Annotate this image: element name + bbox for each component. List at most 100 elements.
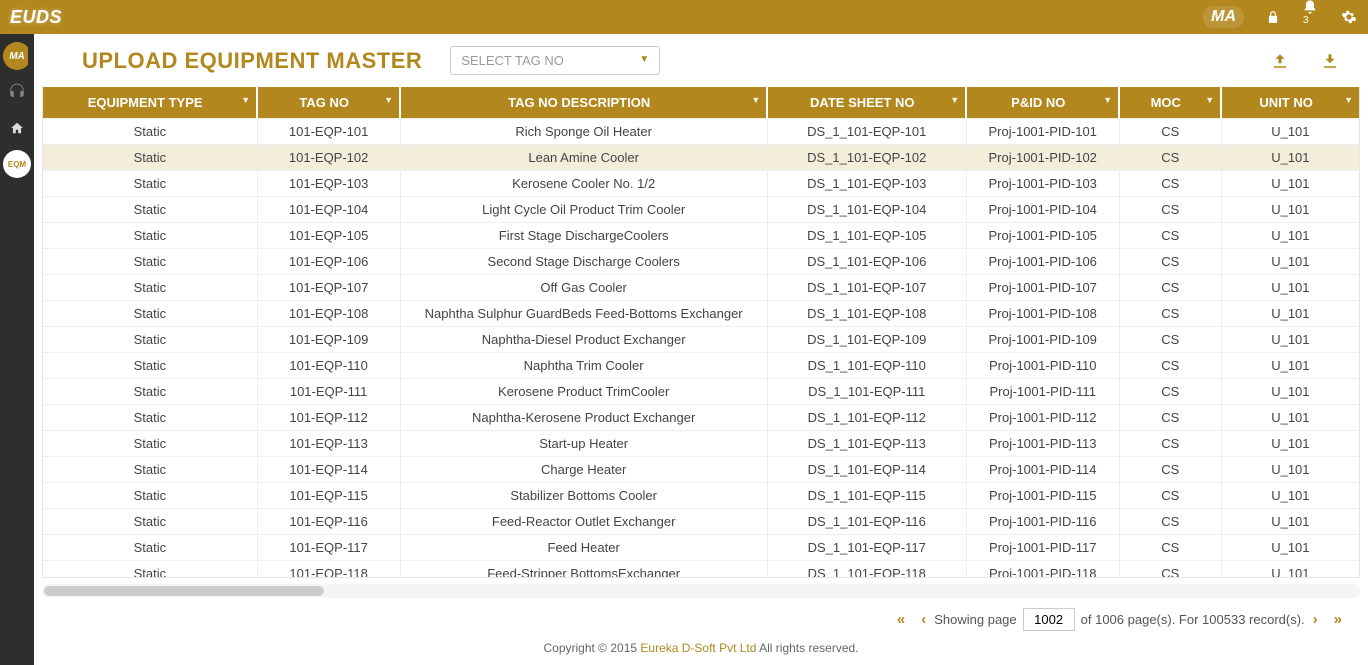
table-cell: Feed Heater <box>400 535 767 561</box>
table-cell: DS_1_101-EQP-109 <box>767 327 966 353</box>
table-row[interactable]: Static101-EQP-109Naphtha-Diesel Product … <box>43 327 1359 353</box>
table-cell: U_101 <box>1221 223 1359 249</box>
column-header[interactable]: TAG NO DESCRIPTION▼ <box>400 87 767 119</box>
table-cell: 101-EQP-114 <box>257 457 400 483</box>
table-cell: Static <box>43 509 257 535</box>
table-cell: Proj-1001-PID-111 <box>966 379 1119 405</box>
caret-down-icon[interactable]: ▼ <box>751 95 760 105</box>
left-rail: MA EQM <box>0 34 34 665</box>
table-cell: CS <box>1119 483 1221 509</box>
table-cell: Proj-1001-PID-108 <box>966 301 1119 327</box>
table-row[interactable]: Static101-EQP-117Feed HeaterDS_1_101-EQP… <box>43 535 1359 561</box>
table-cell: DS_1_101-EQP-113 <box>767 431 966 457</box>
top-bar: EUDS MA 3 <box>0 0 1368 34</box>
column-header[interactable]: P&ID NO▼ <box>966 87 1119 119</box>
caret-down-icon[interactable]: ▼ <box>1103 95 1112 105</box>
table-row[interactable]: Static101-EQP-116Feed-Reactor Outlet Exc… <box>43 509 1359 535</box>
pager-prev-icon[interactable]: ‹ <box>921 611 926 628</box>
table-cell: U_101 <box>1221 379 1359 405</box>
caret-down-icon[interactable]: ▼ <box>241 95 250 105</box>
equipment-table: EQUIPMENT TYPE▼TAG NO▼TAG NO DESCRIPTION… <box>43 87 1359 578</box>
lock-icon[interactable] <box>1266 10 1280 24</box>
pager-next-icon[interactable]: › <box>1313 611 1318 628</box>
table-row[interactable]: Static101-EQP-113Start-up HeaterDS_1_101… <box>43 431 1359 457</box>
table-row[interactable]: Static101-EQP-111Kerosene Product TrimCo… <box>43 379 1359 405</box>
table-cell: U_101 <box>1221 145 1359 171</box>
table-row[interactable]: Static101-EQP-115Stabilizer Bottoms Cool… <box>43 483 1359 509</box>
column-header[interactable]: DATE SHEET NO▼ <box>767 87 966 119</box>
page-title: UPLOAD EQUIPMENT MASTER <box>82 48 422 74</box>
table-cell: Rich Sponge Oil Heater <box>400 119 767 145</box>
caret-down-icon[interactable]: ▼ <box>950 95 959 105</box>
table-cell: Proj-1001-PID-107 <box>966 275 1119 301</box>
scrollbar-thumb[interactable] <box>44 586 324 596</box>
pager-last-icon[interactable]: » <box>1334 611 1342 628</box>
table-cell: Start-up Heater <box>400 431 767 457</box>
table-cell: U_101 <box>1221 483 1359 509</box>
table-container[interactable]: EQUIPMENT TYPE▼TAG NO▼TAG NO DESCRIPTION… <box>42 87 1360 578</box>
caret-down-icon[interactable]: ▼ <box>1344 95 1353 105</box>
footer-link[interactable]: Eureka D-Soft Pvt Ltd <box>640 641 756 655</box>
column-header[interactable]: TAG NO▼ <box>257 87 400 119</box>
table-cell: Static <box>43 171 257 197</box>
table-cell: Static <box>43 353 257 379</box>
table-cell: 101-EQP-103 <box>257 171 400 197</box>
table-cell: 101-EQP-101 <box>257 119 400 145</box>
download-icon[interactable] <box>1320 52 1340 70</box>
table-row[interactable]: Static101-EQP-104Light Cycle Oil Product… <box>43 197 1359 223</box>
table-cell: Static <box>43 561 257 579</box>
table-cell: Proj-1001-PID-116 <box>966 509 1119 535</box>
table-cell: Static <box>43 301 257 327</box>
rail-item-eqm[interactable]: EQM <box>3 150 31 178</box>
table-row[interactable]: Static101-EQP-101Rich Sponge Oil HeaterD… <box>43 119 1359 145</box>
gears-icon[interactable] <box>1340 9 1358 25</box>
table-cell: DS_1_101-EQP-107 <box>767 275 966 301</box>
table-cell: Proj-1001-PID-114 <box>966 457 1119 483</box>
table-cell: 101-EQP-113 <box>257 431 400 457</box>
bell-icon[interactable]: 3 <box>1302 0 1318 35</box>
pager-first-icon[interactable]: « <box>897 611 905 628</box>
table-row[interactable]: Static101-EQP-107Off Gas CoolerDS_1_101-… <box>43 275 1359 301</box>
table-row[interactable]: Static101-EQP-105First Stage DischargeCo… <box>43 223 1359 249</box>
table-row[interactable]: Static101-EQP-103Kerosene Cooler No. 1/2… <box>43 171 1359 197</box>
table-cell: Stabilizer Bottoms Cooler <box>400 483 767 509</box>
table-cell: 101-EQP-111 <box>257 379 400 405</box>
caret-down-icon[interactable]: ▼ <box>1205 95 1214 105</box>
rail-item-home[interactable] <box>3 114 31 142</box>
table-cell: DS_1_101-EQP-115 <box>767 483 966 509</box>
table-cell: DS_1_101-EQP-114 <box>767 457 966 483</box>
rail-item-support[interactable] <box>3 78 31 106</box>
table-cell: CS <box>1119 509 1221 535</box>
caret-down-icon[interactable]: ▼ <box>384 95 393 105</box>
table-row[interactable]: Static101-EQP-108Naphtha Sulphur GuardBe… <box>43 301 1359 327</box>
table-row[interactable]: Static101-EQP-110Naphtha Trim CoolerDS_1… <box>43 353 1359 379</box>
tag-select[interactable]: SELECT TAG NO <box>450 46 660 75</box>
horizontal-scrollbar[interactable] <box>42 584 1360 598</box>
table-cell: Naphtha Sulphur GuardBeds Feed-Bottoms E… <box>400 301 767 327</box>
table-cell: Light Cycle Oil Product Trim Cooler <box>400 197 767 223</box>
upload-icon[interactable] <box>1270 52 1290 70</box>
table-cell: Off Gas Cooler <box>400 275 767 301</box>
table-row[interactable]: Static101-EQP-102Lean Amine CoolerDS_1_1… <box>43 145 1359 171</box>
table-row[interactable]: Static101-EQP-114Charge HeaterDS_1_101-E… <box>43 457 1359 483</box>
table-cell: 101-EQP-109 <box>257 327 400 353</box>
table-row[interactable]: Static101-EQP-106Second Stage Discharge … <box>43 249 1359 275</box>
pager-current-input[interactable] <box>1023 608 1075 631</box>
table-cell: Proj-1001-PID-110 <box>966 353 1119 379</box>
table-cell: Proj-1001-PID-106 <box>966 249 1119 275</box>
table-cell: CS <box>1119 249 1221 275</box>
table-cell: U_101 <box>1221 327 1359 353</box>
table-cell: Static <box>43 223 257 249</box>
rail-item-ma[interactable]: MA <box>3 42 31 70</box>
column-header[interactable]: UNIT NO▼ <box>1221 87 1359 119</box>
topbar-ma-badge[interactable]: MA <box>1203 6 1244 28</box>
column-header[interactable]: EQUIPMENT TYPE▼ <box>43 87 257 119</box>
table-cell: Naphtha-Diesel Product Exchanger <box>400 327 767 353</box>
column-header[interactable]: MOC▼ <box>1119 87 1221 119</box>
pager: « ‹ Showing page of 1006 page(s). For 10… <box>34 598 1368 637</box>
table-cell: U_101 <box>1221 457 1359 483</box>
table-row[interactable]: Static101-EQP-118Feed-Stripper BottomsEx… <box>43 561 1359 579</box>
table-cell: U_101 <box>1221 249 1359 275</box>
table-row[interactable]: Static101-EQP-112Naphtha-Kerosene Produc… <box>43 405 1359 431</box>
table-cell: Feed-Reactor Outlet Exchanger <box>400 509 767 535</box>
